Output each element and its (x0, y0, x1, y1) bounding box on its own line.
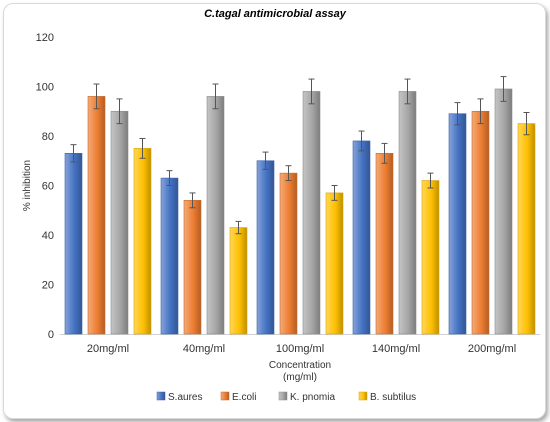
x-axis-label-text: Concentration (mg/ml) (269, 360, 331, 383)
bar (206, 96, 225, 335)
bar (494, 88, 513, 335)
legend-label: E.coli (232, 392, 256, 403)
bar (256, 160, 275, 335)
bar (302, 91, 321, 335)
bar (448, 113, 467, 335)
legend-swatch (358, 391, 368, 401)
y-tick-label: 120 (36, 32, 54, 44)
bar (375, 153, 394, 335)
legend: S.aures E.coli K. pnomia B. subtilus (156, 391, 416, 403)
y-tick-label: 40 (42, 230, 54, 242)
y-axis: 0 20 40 60 80 100 120 (36, 32, 540, 341)
bar (87, 96, 106, 335)
y-tick-label: 0 (48, 329, 54, 341)
x-axis-label: Concentration (mg/ml) (269, 360, 331, 383)
bar (421, 180, 440, 335)
y-tick-label: 60 (42, 181, 54, 193)
y-axis-label: % inhibition (22, 160, 33, 211)
bar (229, 227, 248, 335)
x-tick-label: 200mg/ml (468, 343, 516, 355)
bar (352, 140, 371, 335)
bar (110, 110, 129, 335)
y-tick-label: 80 (42, 131, 54, 143)
legend-label: S.aures (168, 392, 202, 403)
bars (64, 76, 536, 335)
legend-label: B. subtilus (370, 392, 416, 403)
bar (183, 200, 202, 335)
x-tick-label: 40mg/ml (183, 343, 225, 355)
bar (517, 123, 536, 335)
legend-swatch (220, 391, 230, 401)
y-axis-label-text: % inhibition (22, 160, 33, 211)
bar (133, 148, 152, 335)
x-tick-label: 140mg/ml (372, 343, 420, 355)
bar (279, 172, 298, 335)
x-axis: 20mg/ml 40mg/ml 100mg/ml 140mg/ml 200mg/ml (87, 343, 516, 355)
legend-label: K. pnomia (290, 392, 335, 403)
bar (325, 192, 344, 335)
bar (160, 177, 179, 335)
bar (398, 91, 417, 335)
x-tick-label: 100mg/ml (276, 343, 324, 355)
legend-swatch (278, 391, 288, 401)
y-tick-label: 20 (42, 280, 54, 292)
bar (64, 153, 83, 335)
y-tick-label: 100 (36, 82, 54, 94)
bar (471, 110, 490, 335)
legend-swatch (156, 391, 166, 401)
x-tick-label: 20mg/ml (87, 343, 129, 355)
chart-title: C.tagal antimicrobial assay (204, 8, 347, 20)
